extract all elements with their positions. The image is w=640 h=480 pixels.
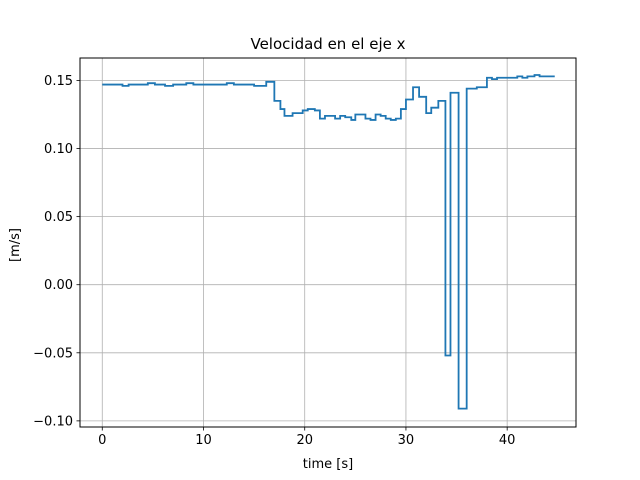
chart-title: Velocidad en el eje x — [250, 35, 405, 53]
y-tick-label: 0.10 — [44, 142, 73, 157]
x-tick-label: 10 — [195, 433, 212, 448]
y-tick-label: 0.15 — [44, 74, 73, 89]
x-tick-label: 20 — [296, 433, 313, 448]
y-tick-label: −0.05 — [33, 346, 73, 361]
series-layer — [102, 74, 555, 410]
x-tick-label: 30 — [398, 433, 415, 448]
ticks: 0 10 20 30 40 −0.10 −0.05 0.00 0.05 0.10 0.15 — [33, 74, 515, 448]
x-axis-label: time [s] — [303, 457, 353, 472]
grid — [80, 58, 576, 427]
velocity-series-line — [102, 74, 555, 410]
y-axis-label: [m/s] — [8, 228, 23, 262]
y-tick-label: −0.10 — [33, 414, 73, 429]
y-tick-label: 0.00 — [44, 278, 73, 293]
x-tick-label: 0 — [98, 433, 106, 448]
axes-frame — [79, 57, 577, 428]
x-tick-label: 40 — [499, 433, 516, 448]
y-tick-label: 0.05 — [44, 210, 73, 225]
